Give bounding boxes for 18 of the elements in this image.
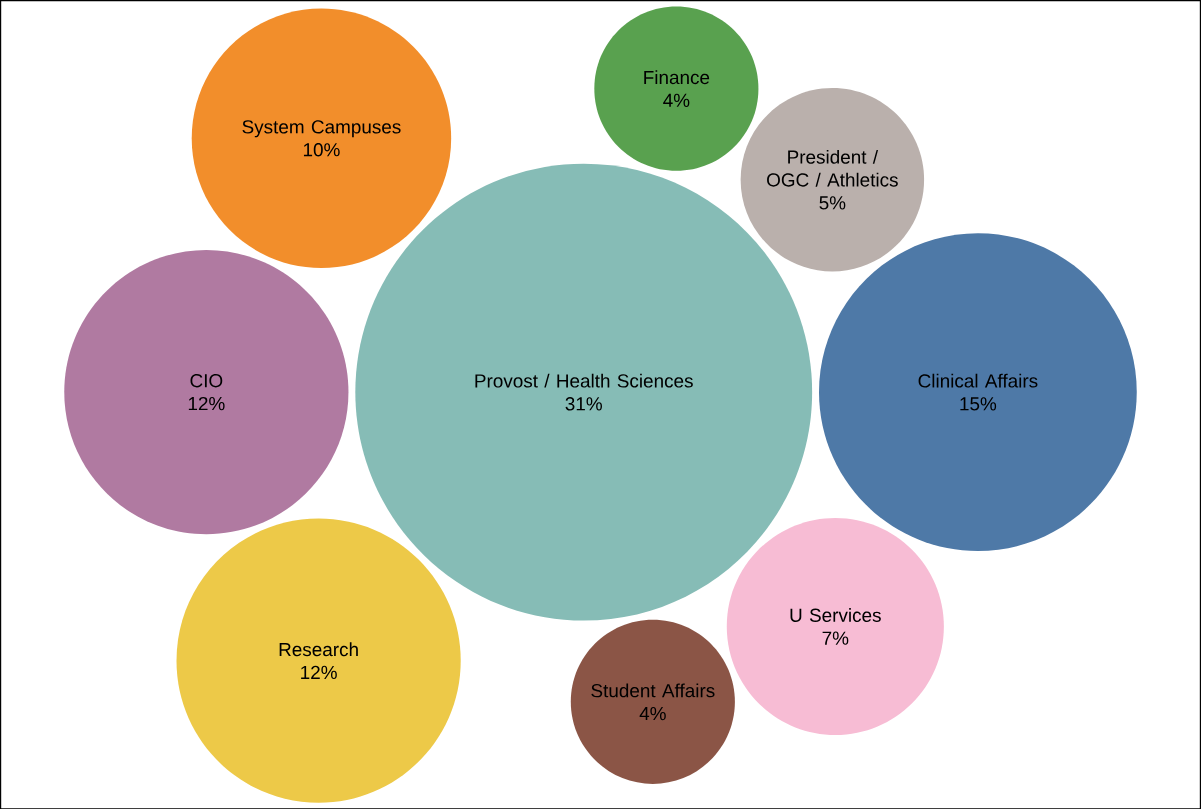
data-label: 31% [565,396,602,411]
data-label: 5% [819,196,846,210]
category-label: Finance [644,70,710,84]
data-label: 10% [303,142,340,157]
category-label: Provost / Health Sciences [475,373,693,388]
data-label: 12% [301,665,337,679]
category-label: CIO [190,373,223,388]
category-label: System Campuses [242,119,401,138]
category-label: President / OGC / Athletics [767,149,898,187]
data-label: 7% [822,631,849,645]
data-label: 4% [639,706,666,720]
category-label: Clinical Affairs [918,373,1038,388]
data-label: 12% [188,396,225,411]
category-label: Student Affairs [591,683,715,698]
category-label: U Services [790,607,881,622]
data-label: 4% [663,93,690,107]
category-label: Research [279,642,358,657]
data-label: 15% [960,397,997,411]
